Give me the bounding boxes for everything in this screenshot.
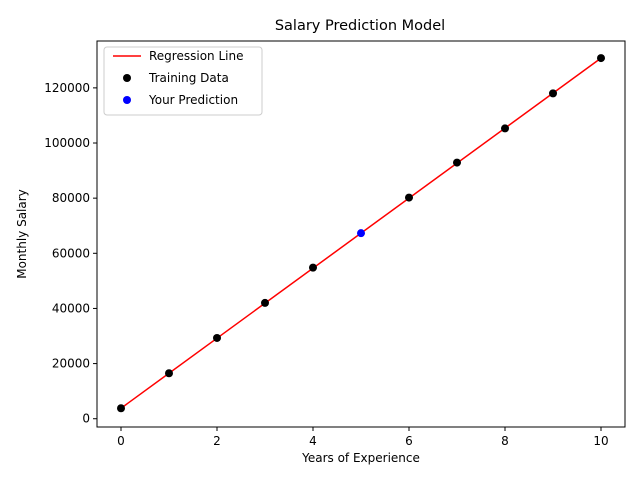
training-data-point bbox=[261, 298, 269, 307]
x-tick-label: 6 bbox=[405, 434, 413, 448]
legend: Regression Line Training Data Your Predi… bbox=[103, 46, 263, 116]
y-tick-label: 100000 bbox=[44, 136, 90, 150]
training-data-point bbox=[597, 54, 605, 63]
legend-label-training-data: Training Data bbox=[148, 71, 229, 85]
training-data-point bbox=[549, 89, 557, 98]
training-data-point bbox=[405, 193, 413, 202]
y-tick-label: 80000 bbox=[52, 191, 90, 205]
plot-area-frame bbox=[96, 40, 626, 428]
chart-title: Salary Prediction Model bbox=[275, 18, 445, 34]
training-data-point bbox=[501, 124, 509, 133]
y-tick-label: 20000 bbox=[52, 357, 90, 371]
x-axis-label: Years of Experience bbox=[301, 451, 420, 465]
y-tick-label: 0 bbox=[82, 412, 90, 426]
legend-box bbox=[103, 46, 263, 116]
legend-swatch-training-data bbox=[123, 74, 131, 82]
x-tick-label: 8 bbox=[501, 434, 509, 448]
y-tick-label: 60000 bbox=[52, 246, 90, 260]
y-tick-label: 40000 bbox=[52, 301, 90, 315]
data-layer bbox=[117, 54, 605, 413]
training-data-point bbox=[453, 158, 461, 167]
your-prediction-point bbox=[357, 229, 365, 238]
x-tick-label: 4 bbox=[309, 434, 317, 448]
ticks-layer: 0 2 4 6 8 10 0 20000 40000 60000 80000 100000 120000 bbox=[44, 81, 608, 448]
training-data-point bbox=[117, 404, 125, 413]
training-data-point bbox=[213, 333, 221, 342]
training-data-point bbox=[165, 369, 173, 378]
x-tick-label: 10 bbox=[593, 434, 608, 448]
x-tick-label: 0 bbox=[117, 434, 125, 448]
legend-label-regression-line: Regression Line bbox=[149, 49, 243, 63]
y-tick-label: 120000 bbox=[44, 81, 90, 95]
legend-label-your-prediction: Your Prediction bbox=[148, 93, 238, 107]
y-axis-label: Monthly Salary bbox=[15, 189, 29, 279]
training-data-point bbox=[309, 263, 317, 272]
x-tick-label: 2 bbox=[213, 434, 221, 448]
legend-swatch-your-prediction bbox=[123, 96, 131, 104]
